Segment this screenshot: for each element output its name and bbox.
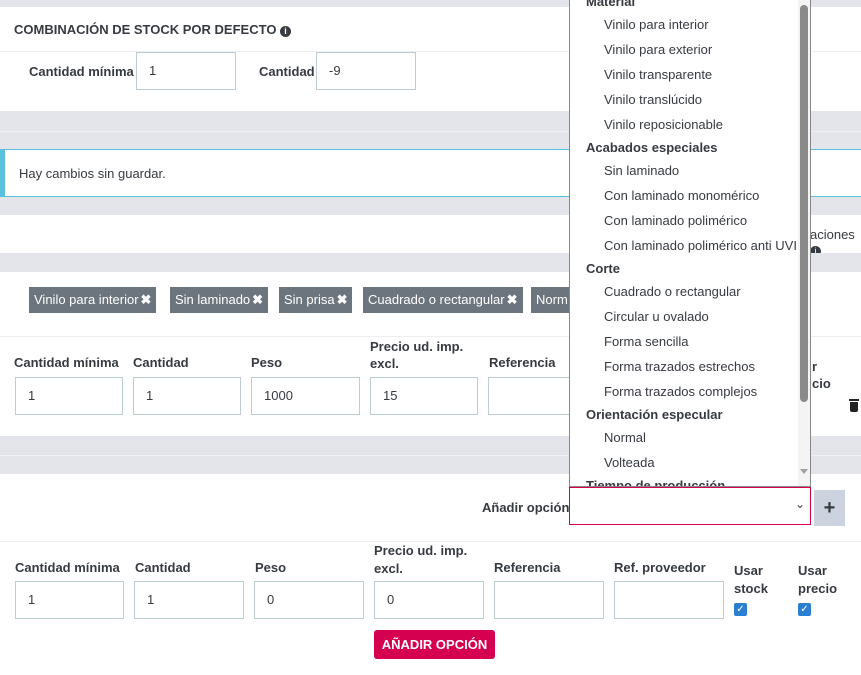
- chip-attribute: Sin prisa ✖: [279, 287, 353, 313]
- weight-input[interactable]: 1000: [251, 377, 360, 415]
- remove-icon[interactable]: ✖: [336, 292, 348, 307]
- info-icon: i: [810, 246, 821, 257]
- reference-input[interactable]: [494, 581, 604, 619]
- header-price: Precio ud. imp. excl.: [374, 543, 468, 576]
- chip-attribute: Vinilo para interior ✖: [29, 287, 157, 313]
- option-group-label: Acabados especiales: [586, 140, 718, 155]
- supplier-ref-input[interactable]: [614, 581, 724, 619]
- option-group-label: Tiempo de producción: [586, 478, 726, 487]
- header-use-stock: Usar stock: [734, 563, 768, 596]
- alert-text: Hay cambios sin guardar.: [19, 166, 166, 181]
- weight-input[interactable]: 0: [254, 581, 364, 619]
- chip-attribute: Cuadrado o rectangular ✖: [363, 287, 523, 313]
- option-item[interactable]: Vinilo translúcido: [604, 92, 703, 107]
- qty-input[interactable]: -9: [316, 52, 416, 90]
- header-qty: Cantidad: [135, 560, 191, 575]
- band: [0, 0, 861, 7]
- header-weight: Peso: [251, 355, 283, 370]
- option-group-label: Material: [586, 0, 636, 9]
- option-item[interactable]: Vinilo para exterior: [604, 42, 713, 57]
- option-item[interactable]: Con laminado polimérico: [604, 213, 748, 228]
- header-price: Precio ud. imp. excl.: [370, 339, 464, 371]
- scrollbar-thumb[interactable]: [800, 5, 808, 402]
- option-group-label: Corte: [586, 261, 620, 276]
- chip-attribute: Norm: [531, 287, 573, 313]
- info-icon: i: [280, 26, 292, 37]
- qty-input[interactable]: 1: [134, 581, 244, 619]
- option-item[interactable]: Forma trazados estrechos: [604, 359, 756, 374]
- header-reference: Referencia: [489, 355, 556, 370]
- use-stock-checkbox[interactable]: ✓: [734, 603, 747, 616]
- header-weight: Peso: [255, 560, 287, 575]
- scroll-down-arrow-icon[interactable]: [800, 469, 808, 474]
- price-input[interactable]: 15: [370, 377, 478, 415]
- header-min-qty: Cantidad mínima: [15, 560, 120, 575]
- chip-attribute: Sin laminado ✖: [170, 287, 269, 313]
- remove-icon[interactable]: ✖: [140, 292, 152, 307]
- remove-icon[interactable]: ✖: [506, 292, 518, 307]
- option-group-label: Orientación especular: [586, 407, 723, 422]
- option-item[interactable]: Normal: [604, 430, 646, 445]
- trash-icon[interactable]: [849, 399, 859, 412]
- use-price-checkbox[interactable]: ✓: [798, 603, 811, 616]
- default-stock-title: COMBINACIÓN DE STOCK POR DEFECTO i: [14, 22, 292, 37]
- option-item[interactable]: Vinilo transparente: [604, 67, 713, 82]
- header-use-price: r cio: [812, 359, 831, 391]
- option-item[interactable]: Con laminado polimérico anti UVI: [604, 238, 797, 253]
- min-qty-input[interactable]: 1: [136, 52, 236, 90]
- qty-label: Cantidad: [259, 64, 315, 79]
- remove-icon[interactable]: ✖: [252, 292, 264, 307]
- header-qty: Cantidad: [133, 355, 189, 370]
- min-qty-input[interactable]: 1: [15, 581, 124, 619]
- add-option-label: Añadir opción: [482, 500, 570, 515]
- min-qty-input[interactable]: 1: [15, 377, 123, 415]
- option-item[interactable]: Sin laminado: [604, 163, 680, 178]
- combinations-label: aciones i: [810, 227, 855, 257]
- option-item[interactable]: Vinilo reposicionable: [604, 117, 724, 132]
- option-item[interactable]: Forma sencilla: [604, 334, 689, 349]
- option-item[interactable]: Circular u ovalado: [604, 309, 709, 324]
- price-input[interactable]: 0: [374, 581, 484, 619]
- option-item[interactable]: Cuadrado o rectangular: [604, 284, 741, 299]
- option-item[interactable]: Volteada: [604, 455, 655, 470]
- scrollbar-track[interactable]: [798, 0, 810, 486]
- add-option-submit-button[interactable]: AÑADIR OPCIÓN: [374, 630, 495, 659]
- option-dropdown-list[interactable]: Material Vinilo para interior Vinilo para …: [569, 0, 811, 487]
- header-use-price: Usar precio: [798, 563, 838, 596]
- chevron-down-icon: ⌄: [794, 497, 805, 511]
- add-option-plus-button[interactable]: +: [814, 490, 845, 526]
- header-reference: Referencia: [494, 560, 561, 575]
- option-item[interactable]: Con laminado monomérico: [604, 188, 760, 203]
- header-min-qty: Cantidad mínima: [14, 355, 119, 370]
- qty-input[interactable]: 1: [133, 377, 241, 415]
- option-item[interactable]: Forma trazados complejos: [604, 384, 758, 399]
- option-item[interactable]: Vinilo para interior: [604, 17, 709, 32]
- min-qty-label: Cantidad mínima: [29, 64, 134, 79]
- header-supplier-ref: Ref. proveedor: [614, 560, 706, 575]
- add-option-select[interactable]: ⌄: [569, 487, 811, 525]
